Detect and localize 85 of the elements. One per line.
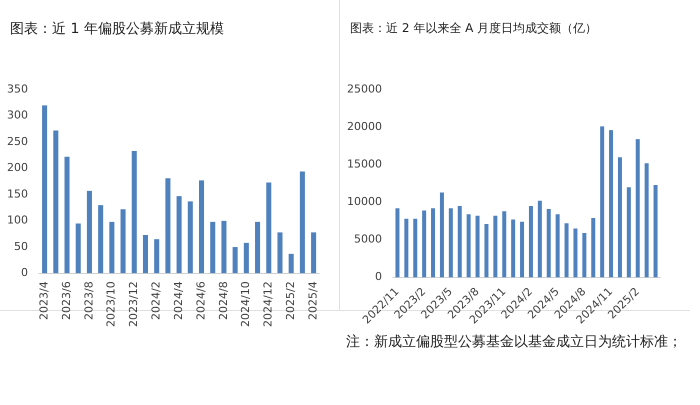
bar: [154, 239, 160, 274]
x-tick-label: 2024/2: [150, 281, 163, 320]
bar: [132, 151, 137, 274]
bar: [600, 126, 604, 278]
bar: [413, 218, 418, 278]
x-tick-label: 2023/8: [82, 281, 96, 320]
bar: [582, 233, 586, 278]
y-tick-label: 20000: [346, 120, 382, 134]
bar: [538, 200, 542, 278]
bar: [176, 196, 182, 274]
bar: [255, 222, 260, 274]
bar: [502, 211, 506, 278]
bar: [654, 184, 658, 278]
bar: [109, 222, 114, 274]
y-tick-label: 50: [14, 240, 28, 253]
bar: [98, 205, 104, 274]
bar: [198, 180, 204, 274]
chart-title: 图表：近 1 年偏股公募新成立规模: [9, 20, 225, 39]
y-tick-label: 250: [6, 134, 28, 148]
x-tick-label: 2023/4: [37, 281, 50, 320]
y-tick-label: 5000: [354, 232, 382, 246]
bar: [288, 254, 294, 274]
x-tick-label: 2024/12: [262, 281, 275, 328]
bar: [232, 247, 238, 274]
x-tick-label: 2025/2: [284, 281, 298, 320]
bar: [556, 214, 560, 278]
bar: [644, 163, 649, 278]
y-tick-label: 150: [6, 187, 28, 200]
bar: [300, 171, 305, 274]
bar: [404, 218, 408, 278]
x-tick-label: 2023/10: [104, 281, 118, 328]
bar: [448, 208, 453, 278]
bar: [511, 220, 516, 278]
y-tick-label: 300: [6, 108, 28, 122]
bar: [484, 224, 488, 278]
bar: [431, 208, 436, 278]
bar: [618, 157, 622, 278]
bar: [266, 182, 272, 274]
x-tick-label: 2024/6: [194, 281, 208, 320]
bar: [458, 206, 462, 278]
bar: [244, 242, 249, 274]
x-tick-label: 2024/4: [172, 281, 185, 320]
bar: [493, 216, 498, 278]
bar: [546, 209, 551, 278]
bar: [311, 232, 316, 274]
bar: [120, 209, 126, 274]
x-tick-label: 2023/6: [60, 281, 73, 320]
y-tick-label: 0: [20, 266, 28, 280]
y-tick-label: 100: [6, 214, 28, 227]
bar: [626, 187, 631, 278]
bar: [395, 208, 400, 278]
bar: [210, 222, 216, 274]
bar: [636, 139, 640, 278]
y-tick-label: 25000: [346, 82, 382, 96]
bar: [520, 222, 524, 278]
x-tick-label: 2024/8: [216, 281, 230, 320]
text: 注：新成立偏股型公募基金以基金成立日为统计标准；: [346, 334, 682, 350]
x-tick-label: 2023/12: [127, 281, 140, 328]
bar: [476, 216, 480, 278]
y-tick-label: 350: [6, 82, 28, 96]
bar: [76, 223, 81, 274]
bar: [53, 130, 58, 274]
bar: [86, 190, 92, 274]
bar: [573, 228, 578, 278]
bar: [188, 201, 193, 274]
bar: [64, 156, 70, 274]
y-tick-label: 10000: [346, 195, 382, 208]
y-tick-label: 15000: [346, 158, 382, 171]
y-tick-label: 0: [374, 270, 382, 284]
bar: [42, 105, 48, 274]
bar: [277, 232, 282, 274]
y-tick-label: 200: [6, 161, 28, 174]
bar: [165, 178, 170, 274]
bar: [440, 192, 444, 278]
bar: [422, 210, 426, 278]
x-tick-label: 2024/10: [239, 281, 252, 328]
bar: [609, 130, 614, 278]
bar: [221, 220, 226, 274]
bar: [466, 214, 471, 278]
x-tick-label: 2025/4: [306, 281, 320, 320]
bar: [564, 223, 569, 278]
bar: [142, 234, 148, 274]
bar: [528, 206, 533, 278]
chart-title: 图表：近 2 年以来全 A 月度日均成交额（亿）: [349, 20, 598, 37]
bar: [591, 218, 596, 278]
